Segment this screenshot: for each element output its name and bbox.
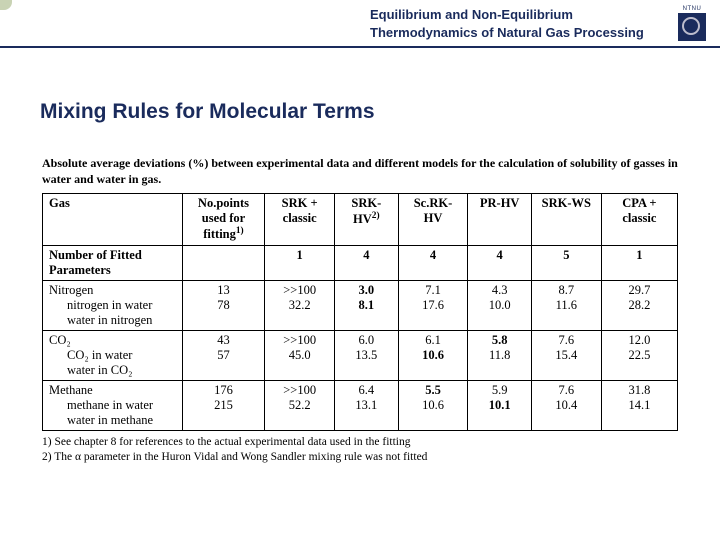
header-subtitle: Equilibrium and Non-Equilibrium Thermody…	[370, 6, 644, 41]
group-cell: Methanemethane in waterwater in methane	[43, 380, 183, 430]
footnote-2: 2) The α parameter in the Huron Vidal an…	[42, 450, 678, 466]
table-row: Nitrogennitrogen in waterwater in nitrog…	[43, 280, 678, 330]
value-cell: 7.610.4	[531, 380, 601, 430]
value-cell: 3.08.1	[335, 280, 399, 330]
value-cell: 176215	[182, 380, 265, 430]
group-cell: CO₂CO₂ in waterwater in CO₂	[43, 330, 183, 380]
col-gas: Gas	[43, 194, 183, 245]
param-v1: 1	[265, 245, 335, 280]
deviation-table: Gas No.points used for fitting1) SRK + c…	[42, 193, 678, 430]
value-cell: 8.711.6	[531, 280, 601, 330]
value-cell: 1378	[182, 280, 265, 330]
ntnu-logo: NTNU	[674, 6, 710, 42]
value-cell: 6.110.6	[398, 330, 468, 380]
param-v6: 1	[601, 245, 677, 280]
param-v4: 4	[468, 245, 532, 280]
value-cell: 6.013.5	[335, 330, 399, 380]
col-npoints: No.points used for fitting1)	[182, 194, 265, 245]
value-cell: >>10052.2	[265, 380, 335, 430]
value-cell: >>10045.0	[265, 330, 335, 380]
group-cell: Nitrogennitrogen in waterwater in nitrog…	[43, 280, 183, 330]
header-divider	[0, 46, 720, 48]
corner-mark	[0, 0, 12, 10]
value-cell: 7.117.6	[398, 280, 468, 330]
header-line2: Thermodynamics of Natural Gas Processing	[370, 25, 644, 40]
param-row: Number of Fitted Parameters 1 4 4 4 5 1	[43, 245, 678, 280]
col-cpa-classic: CPA + classic	[601, 194, 677, 245]
col-srk-classic: SRK + classic	[265, 194, 335, 245]
table-row: Methanemethane in waterwater in methane1…	[43, 380, 678, 430]
value-cell: 5.910.1	[468, 380, 532, 430]
param-label: Number of Fitted Parameters	[43, 245, 183, 280]
value-cell: 5.811.8	[468, 330, 532, 380]
footnote-1: 1) See chapter 8 for references to the a…	[42, 435, 678, 451]
value-cell: 4357	[182, 330, 265, 380]
col-srk-hv: SRK-HV2)	[335, 194, 399, 245]
logo-icon	[678, 13, 706, 41]
param-v2: 4	[335, 245, 399, 280]
value-cell: 6.413.1	[335, 380, 399, 430]
value-cell: 12.022.5	[601, 330, 677, 380]
param-v0	[182, 245, 265, 280]
col-srk-ws: SRK-WS	[531, 194, 601, 245]
value-cell: 5.510.6	[398, 380, 468, 430]
footnotes: 1) See chapter 8 for references to the a…	[42, 435, 678, 466]
header-line1: Equilibrium and Non-Equilibrium	[370, 7, 573, 22]
table-row: CO₂CO₂ in waterwater in CO₂4357>>10045.0…	[43, 330, 678, 380]
param-v3: 4	[398, 245, 468, 280]
col-pr-hv: PR-HV	[468, 194, 532, 245]
value-cell: 31.814.1	[601, 380, 677, 430]
value-cell: 29.728.2	[601, 280, 677, 330]
table-caption: Absolute average deviations (%) between …	[42, 155, 678, 187]
value-cell: 4.310.0	[468, 280, 532, 330]
value-cell: >>10032.2	[265, 280, 335, 330]
content-area: Absolute average deviations (%) between …	[42, 155, 678, 466]
logo-label: NTNU	[674, 6, 710, 12]
col-scrk-hv: Sc.RK-HV	[398, 194, 468, 245]
page-title: Mixing Rules for Molecular Terms	[40, 100, 375, 124]
param-v5: 5	[531, 245, 601, 280]
table-header-row: Gas No.points used for fitting1) SRK + c…	[43, 194, 678, 245]
value-cell: 7.615.4	[531, 330, 601, 380]
